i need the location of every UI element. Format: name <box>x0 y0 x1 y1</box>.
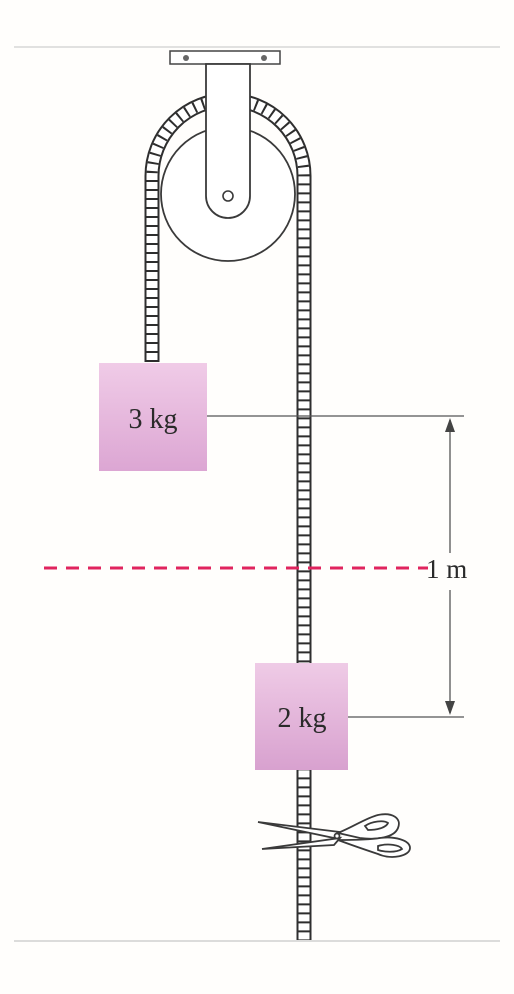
arrow-up-icon <box>445 418 455 432</box>
mass-bottom: 2 kg <box>255 663 348 770</box>
pulley-icon <box>144 50 312 940</box>
mass-top-label: 3 kg <box>129 404 178 435</box>
scissors-icon <box>257 813 411 858</box>
mass-bottom-label: 2 kg <box>278 703 327 734</box>
dimension-indicator: 1 m <box>426 418 467 715</box>
distance-label: 1 m <box>426 554 467 584</box>
arrow-down-icon <box>445 701 455 715</box>
mass-top: 3 kg <box>99 363 207 471</box>
